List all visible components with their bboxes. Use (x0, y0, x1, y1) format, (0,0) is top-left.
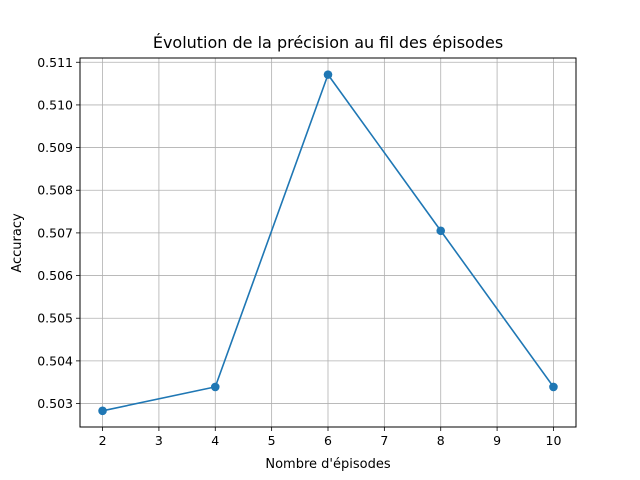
y-tick-label: 0.503 (37, 396, 73, 411)
x-axis-label: Nombre d'épisodes (265, 457, 390, 472)
x-axis: 2 3 4 5 6 7 8 9 10 (99, 427, 562, 448)
series-layer (98, 70, 558, 416)
y-tick-label: 0.509 (37, 140, 73, 155)
y-axis: 0.503 0.504 0.505 0.506 0.507 0.508 0.509 0.510… (37, 55, 80, 411)
x-tick-label: 4 (211, 433, 219, 448)
y-axis-label: Accuracy (10, 213, 25, 273)
y-tick-label: 0.511 (37, 55, 73, 70)
x-tick-label: 2 (99, 433, 107, 448)
data-point (549, 382, 558, 392)
y-tick-label: 0.507 (37, 225, 73, 240)
x-tick-label: 3 (155, 433, 163, 448)
chart-title: Évolution de la précision au fil des épi… (153, 33, 503, 52)
y-tick-label: 0.508 (37, 183, 73, 198)
x-tick-label: 6 (324, 433, 332, 448)
y-tick-label: 0.510 (37, 97, 73, 112)
y-tick-label: 0.504 (37, 353, 73, 368)
data-point (323, 70, 333, 79)
grid-lines (80, 58, 576, 427)
y-tick-label: 0.505 (37, 311, 73, 326)
x-tick-label: 9 (493, 433, 501, 448)
data-point (98, 406, 107, 416)
data-point (210, 382, 220, 392)
x-tick-label: 7 (380, 433, 388, 448)
y-tick-label: 0.506 (37, 268, 73, 283)
x-tick-label: 5 (268, 433, 276, 448)
x-tick-label: 10 (546, 433, 562, 448)
x-tick-label: 8 (437, 433, 445, 448)
data-point (436, 226, 446, 236)
